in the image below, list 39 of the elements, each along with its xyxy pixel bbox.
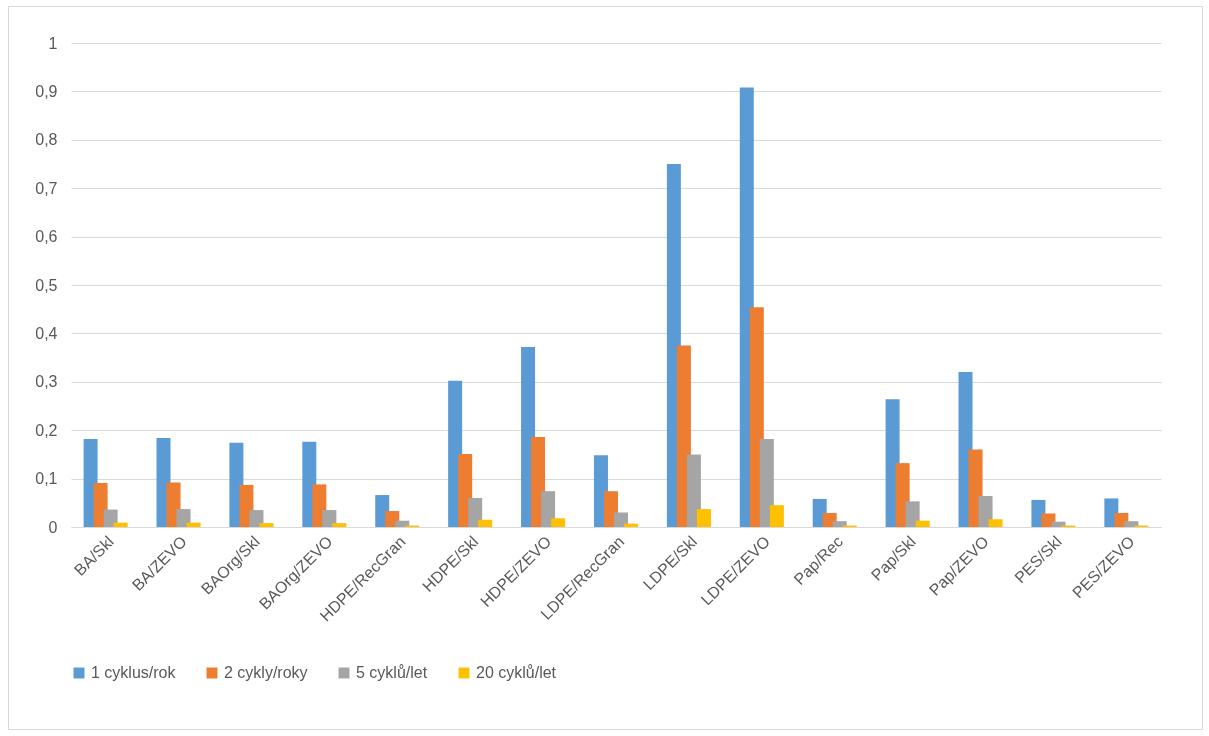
bar [978, 496, 993, 527]
bar [468, 497, 483, 527]
bar [551, 518, 566, 527]
y-tick-label: 0,5 [35, 276, 58, 294]
bar [769, 505, 784, 527]
y-tick-label: 0,8 [35, 131, 58, 149]
bar [915, 520, 930, 527]
legend-label: 1 cyklus/rok [91, 664, 177, 681]
bar [759, 438, 774, 527]
y-tick-label: 0,3 [35, 373, 58, 391]
y-tick-label: 0,9 [35, 82, 58, 100]
bar [541, 491, 556, 527]
bar [614, 512, 629, 527]
bar [259, 523, 274, 527]
bar [332, 523, 347, 527]
bar [988, 519, 1003, 527]
y-tick-label: 0,2 [35, 421, 58, 439]
legend-label: 5 cyklů/let [356, 664, 428, 681]
bar [103, 509, 118, 527]
bar [395, 520, 410, 527]
y-tick-label: 1 [48, 34, 58, 52]
bar [1124, 521, 1139, 527]
bar [478, 519, 493, 527]
bar [686, 454, 701, 527]
legend-label: 2 cykly/roky [224, 664, 308, 681]
y-tick-label: 0,1 [35, 470, 58, 488]
bar [832, 521, 847, 527]
legend-label: 20 cyklů/let [476, 664, 557, 681]
y-tick-label: 0 [48, 518, 58, 536]
bar [113, 522, 128, 527]
bar [696, 509, 711, 527]
bar [905, 501, 920, 527]
bar [322, 510, 337, 527]
bar [249, 510, 264, 527]
y-tick-label: 0,4 [35, 324, 58, 342]
y-tick-label: 0,6 [35, 228, 58, 246]
y-tick-label: 0,7 [35, 179, 58, 197]
bar [176, 509, 191, 527]
bar [186, 522, 201, 527]
